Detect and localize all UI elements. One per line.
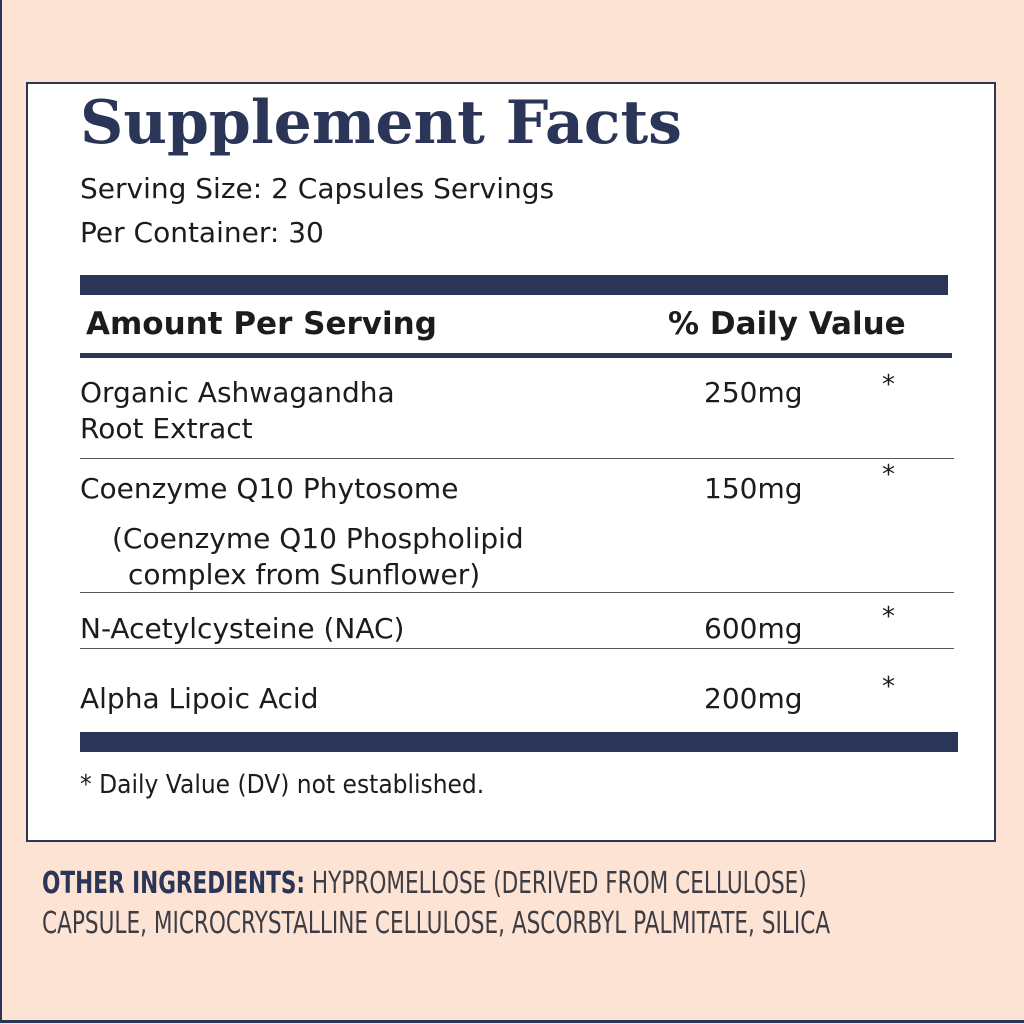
ingredient-subname: (Coenzyme Q10 Phospholipid — [112, 522, 524, 555]
ingredient-amount: 600mg — [704, 612, 803, 645]
row-divider — [80, 648, 954, 649]
ingredient-name: Alpha Lipoic Acid — [80, 682, 319, 715]
ingredient-dv: * — [882, 672, 895, 702]
row-divider — [80, 458, 954, 459]
ingredient-subname-cont: complex from Sunflower) — [128, 558, 481, 591]
thick-divider-bottom — [80, 732, 958, 752]
servings-per-container: Per Container: 30 — [80, 216, 324, 249]
header-daily-value: % Daily Value — [668, 306, 906, 342]
header-divider — [80, 353, 952, 358]
thick-divider-top — [80, 275, 948, 295]
ingredient-dv: * — [882, 370, 895, 400]
ingredient-name: Coenzyme Q10 Phytosome — [80, 472, 459, 505]
ingredient-dv: * — [882, 602, 895, 632]
footnote: * Daily Value (DV) not established. — [80, 770, 485, 800]
other-ingredients-line2: CAPSULE, MICROCRYSTALLINE CELLULOSE, ASC… — [42, 906, 831, 941]
ingredient-amount: 200mg — [704, 682, 803, 715]
row-divider — [80, 592, 954, 593]
ingredient-amount: 150mg — [704, 472, 803, 505]
ingredient-dv: * — [882, 460, 895, 490]
other-ingredients-label: OTHER INGREDIENTS: — [42, 866, 306, 901]
ingredient-amount: 250mg — [704, 376, 803, 409]
ingredient-name: Organic Ashwagandha — [80, 376, 395, 409]
ingredient-name: N-Acetylcysteine (NAC) — [80, 612, 405, 645]
other-ingredients-line1: OTHER INGREDIENTS: HYPROMELLOSE (DERIVED… — [42, 866, 807, 901]
other-ingredients-text: HYPROMELLOSE (DERIVED FROM CELLULOSE) — [311, 866, 807, 901]
header-amount: Amount Per Serving — [86, 306, 437, 342]
panel-title: Supplement Facts — [80, 88, 682, 158]
ingredient-name-cont: Root Extract — [80, 412, 253, 445]
serving-size: Serving Size: 2 Capsules Servings — [80, 172, 555, 205]
supplement-facts-panel — [26, 82, 996, 842]
